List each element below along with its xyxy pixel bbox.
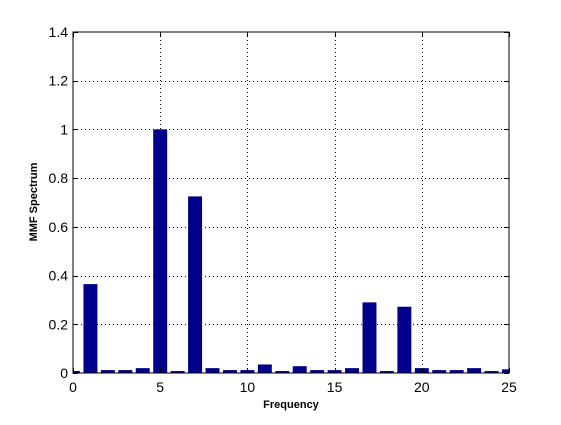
bar [379,371,394,373]
x-axis-label: Frequency [263,399,320,411]
bar [397,306,412,373]
y-tick-label: 1.4 [49,24,69,40]
bar [257,364,272,373]
bar [467,368,482,373]
x-tick-label: 25 [501,379,517,395]
bar [414,368,429,373]
grid-lines [73,32,509,373]
x-tick-label: 20 [414,379,430,395]
bar [449,370,464,373]
bar [153,129,168,373]
y-tick-label: 0.2 [49,316,69,332]
bar [345,368,360,373]
x-tick-label: 10 [240,379,256,395]
y-tick-labels: 0 0.2 0.4 0.6 0.8 1 1.2 1.4 [49,24,69,381]
bar [170,371,185,373]
tick-marks [73,32,510,374]
x-tick-label: 15 [327,379,343,395]
bar [205,368,220,373]
x-tick-labels: 0 5 10 15 20 25 [69,379,517,395]
y-tick-label: 0.4 [49,268,69,284]
bar [100,370,115,373]
bar [73,371,80,373]
bar [188,196,203,373]
bar [502,369,509,373]
plot-background [73,32,509,373]
bar [310,370,325,373]
x-tick-label: 0 [69,379,77,395]
y-tick-label: 0.8 [49,170,69,186]
bar [135,368,150,373]
y-tick-label: 0.6 [49,219,69,235]
bar [83,284,98,373]
y-tick-label: 1.2 [49,73,69,89]
y-tick-label: 1 [60,121,68,137]
bar [275,371,290,373]
plot-frame [72,31,510,374]
y-tick-label: 0 [60,365,68,381]
x-tick-label: 5 [156,379,164,395]
bars [73,129,509,373]
bar [362,302,377,373]
bar [222,370,237,373]
y-axis-label: MMF Spectrum [28,162,40,241]
bar [484,371,499,373]
bar [432,370,447,373]
bar [118,370,133,373]
bar [292,366,307,373]
bar [327,370,342,373]
